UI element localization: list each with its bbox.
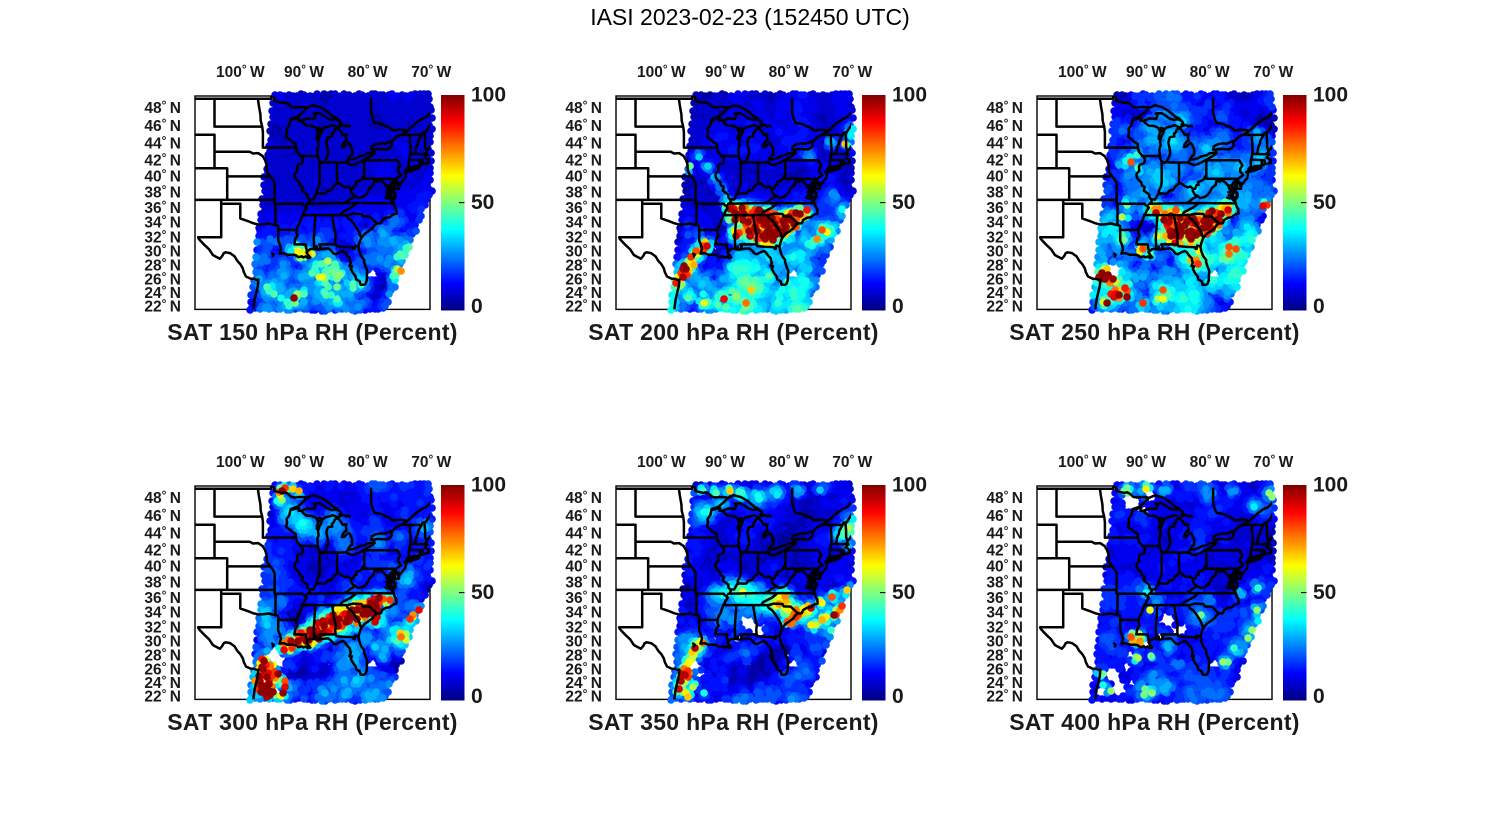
svg-text:SAT 350 hPa RH (Percent): SAT 350 hPa RH (Percent) (588, 709, 879, 735)
svg-text:SAT 400 hPa RH (Percent): SAT 400 hPa RH (Percent) (1009, 709, 1300, 735)
svg-text:SAT 300 hPa RH (Percent): SAT 300 hPa RH (Percent) (167, 709, 458, 735)
svg-text:SAT 250 hPa RH (Percent): SAT 250 hPa RH (Percent) (1009, 319, 1300, 345)
svg-text:SAT 200 hPa RH (Percent): SAT 200 hPa RH (Percent) (588, 319, 879, 345)
svg-text:IASI 2023-02-23 (152450 UTC): IASI 2023-02-23 (152450 UTC) (590, 4, 910, 30)
svg-text:SAT 150 hPa RH (Percent): SAT 150 hPa RH (Percent) (167, 319, 458, 345)
